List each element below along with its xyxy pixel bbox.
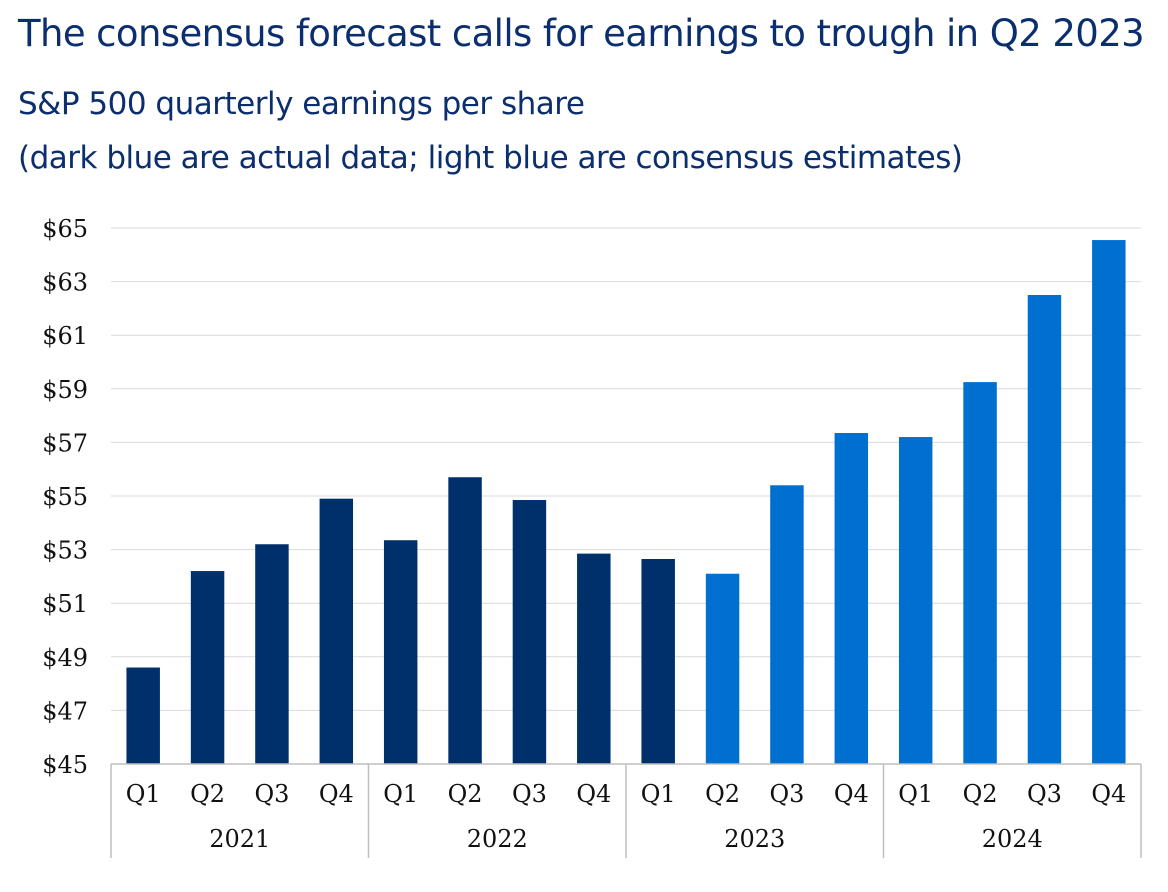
- x-tick-label: Q4: [834, 780, 869, 808]
- x-tick-label: Q3: [769, 780, 804, 808]
- x-group-label: 2023: [724, 825, 785, 853]
- bar-actual: [190, 571, 225, 764]
- bar-estimate: [834, 433, 869, 764]
- y-tick-label: $61: [42, 322, 88, 350]
- x-tick-label: Q1: [126, 780, 161, 808]
- bar-actual: [577, 553, 611, 764]
- x-tick-label: Q1: [641, 780, 676, 808]
- x-group-label: 2024: [982, 825, 1043, 853]
- y-tick-label: $47: [42, 697, 88, 725]
- x-group-label: 2021: [209, 825, 270, 853]
- chart-subtitle: S&P 500 quarterly earnings per share: [18, 86, 585, 122]
- y-axis: $45 $47 $49 $51 $53 $55 $57 $59 $61 $63 $65: [42, 215, 88, 779]
- x-tick-label: Q2: [705, 780, 740, 808]
- y-tick-label: $63: [42, 269, 88, 297]
- bar-actual: [319, 498, 354, 764]
- y-tick-label: $65: [42, 215, 88, 243]
- x-tick-label: Q3: [1027, 780, 1062, 808]
- y-tick-label: $49: [42, 644, 88, 672]
- x-axis: Q1 Q2 Q3 Q4 Q1 Q2 Q3 Q4 Q1 Q2 Q3 Q4 Q1 Q2 Q3 Q4 2021 2022…: [110, 763, 1142, 858]
- x-tick-label: Q3: [512, 780, 547, 808]
- bar-estimate: [963, 382, 997, 764]
- bar-actual: [126, 667, 160, 764]
- y-tick-label: $53: [42, 537, 88, 565]
- bar-actual: [448, 477, 482, 764]
- bar-actual: [383, 540, 418, 764]
- y-tick-label: $55: [42, 483, 88, 511]
- bar-actual: [512, 500, 547, 764]
- x-tick-label: Q1: [898, 780, 933, 808]
- x-tick-label: Q4: [319, 780, 354, 808]
- bar-estimate: [898, 437, 933, 764]
- x-tick-label: Q3: [254, 780, 289, 808]
- bar-estimate: [770, 485, 804, 764]
- x-tick-label: Q2: [448, 780, 483, 808]
- y-tick-label: $57: [42, 429, 88, 457]
- bar-actual: [641, 558, 675, 764]
- x-tick-label: Q4: [576, 780, 611, 808]
- bars: [126, 240, 1126, 764]
- bar-estimate: [1027, 295, 1062, 764]
- y-tick-label: $51: [42, 590, 88, 618]
- x-tick-label: Q1: [383, 780, 418, 808]
- bar-estimate: [1092, 240, 1126, 764]
- x-tick-label: Q2: [190, 780, 225, 808]
- x-group-label: 2022: [467, 825, 528, 853]
- x-tick-label: Q4: [1091, 780, 1126, 808]
- bar-actual: [255, 544, 289, 764]
- x-tick-label: Q2: [963, 780, 998, 808]
- chart-subtitle-note: (dark blue are actual data; light blue a…: [18, 140, 963, 176]
- bar-estimate: [705, 573, 740, 764]
- y-tick-label: $59: [42, 376, 88, 404]
- chart-title: The consensus forecast calls for earning…: [18, 12, 1145, 55]
- y-tick-label: $45: [42, 751, 88, 779]
